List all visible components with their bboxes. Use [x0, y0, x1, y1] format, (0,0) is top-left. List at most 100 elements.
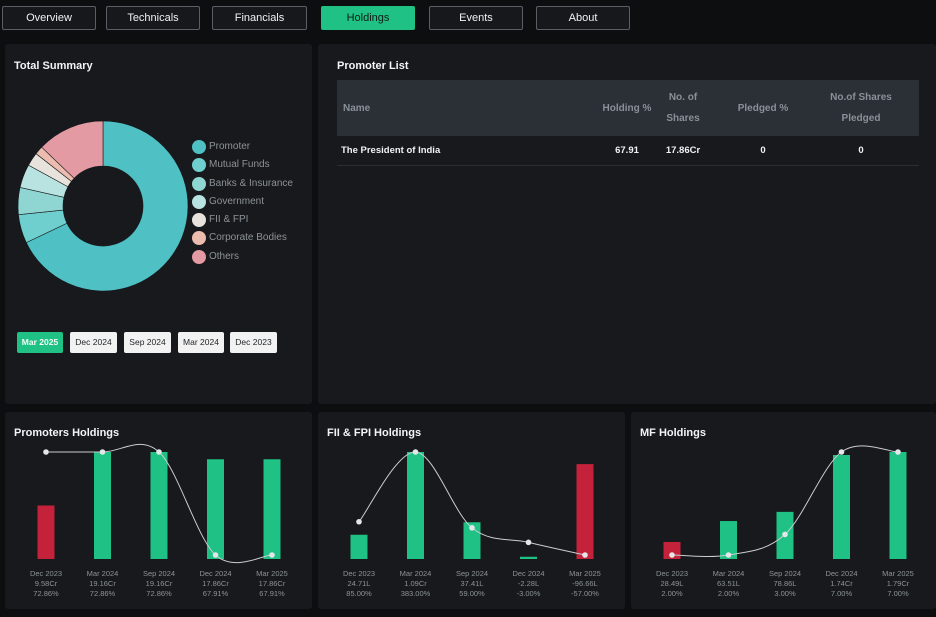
- x-tick-label: Mar 2024: [400, 569, 432, 578]
- period-button-mar-2025[interactable]: Mar 2025: [17, 332, 63, 353]
- percent-label: 2.00%: [661, 589, 683, 598]
- legend-label: Mutual Funds: [209, 159, 270, 171]
- bar-dec-2024[interactable]: [207, 459, 224, 559]
- percent-label: 3.00%: [774, 589, 796, 598]
- tab-about[interactable]: About: [536, 6, 630, 30]
- percent-label: 72.86%: [90, 589, 116, 598]
- value-label: 17.86Cr: [259, 579, 286, 588]
- percent-label: 67.91%: [203, 589, 229, 598]
- cell-name: The President of India: [341, 145, 441, 156]
- shareholding-legend: Promoter Mutual Funds Banks & Insurance …: [192, 140, 293, 268]
- x-tick-label: Sep 2024: [769, 569, 801, 578]
- x-tick-label: Mar 2024: [713, 569, 745, 578]
- trend-point-dec-2023[interactable]: [356, 518, 362, 525]
- trend-line: [45, 443, 273, 564]
- bar-sep-2024[interactable]: [150, 452, 168, 559]
- percent-label: -57.00%: [571, 589, 599, 598]
- value-label: 1.79Cr: [887, 579, 910, 588]
- period-button-sep-2024[interactable]: Sep 2024: [124, 332, 171, 353]
- tab-technicals[interactable]: Technicals: [106, 6, 200, 30]
- legend-item-government[interactable]: Government: [192, 194, 293, 213]
- trend-point-dec-2024[interactable]: [212, 552, 219, 558]
- value-label: 17.86Cr: [202, 579, 229, 588]
- legend-item-corporate-bodies[interactable]: Corporate Bodies: [192, 231, 293, 249]
- trend-point-mar-2024[interactable]: [412, 449, 419, 455]
- legend-swatch: [192, 231, 206, 246]
- tab-events[interactable]: Events: [429, 6, 523, 30]
- x-tick-label: Mar 2025: [569, 569, 601, 578]
- header-pledged-shares-line2: Pledged: [841, 113, 881, 124]
- donut-slice-others[interactable]: [41, 120, 104, 179]
- period-button-dec-2023[interactable]: Dec 2023: [230, 332, 277, 353]
- period-button-dec-2024[interactable]: Dec 2024: [70, 332, 117, 353]
- header-no-of-shares: No. of Shares: [633, 80, 733, 136]
- value-label: 1.09Cr: [404, 579, 427, 588]
- x-tick-label: Dec 2024: [199, 569, 231, 578]
- header-pledged-shares-line1: No.of Shares: [830, 92, 892, 103]
- bar-mar-2024[interactable]: [94, 452, 111, 559]
- header-no-of-shares-line2: Shares: [666, 113, 700, 124]
- bar-mar-2025[interactable]: [889, 452, 907, 559]
- bar-dec-2023[interactable]: [350, 534, 368, 559]
- value-label: -96.66L: [572, 579, 597, 588]
- legend-item-others[interactable]: Others: [192, 249, 293, 268]
- tab-holdings[interactable]: Holdings: [321, 6, 415, 30]
- bar-mar-2025[interactable]: [263, 459, 281, 559]
- value-label: 63.51L: [717, 579, 740, 588]
- promoter-table: Name Holding % No. of Shares Pledged % N…: [337, 80, 919, 166]
- legend-swatch: [192, 158, 206, 173]
- cell-holding: 67.91: [615, 145, 639, 156]
- tab-overview[interactable]: Overview: [2, 6, 96, 30]
- trend-point-mar-2025[interactable]: [895, 449, 901, 455]
- legend-label: Promoter: [209, 141, 251, 152]
- legend-item-mutual-funds[interactable]: Mutual Funds: [192, 158, 293, 176]
- percent-label: 59.00%: [459, 589, 485, 598]
- value-label: 78.86L: [774, 579, 797, 588]
- cell-pledged-shares: 0: [858, 145, 864, 156]
- bar-mar-2025[interactable]: [576, 464, 594, 559]
- trend-point-mar-2025[interactable]: [582, 552, 588, 558]
- percent-label: -3.00%: [517, 589, 541, 598]
- legend-item-banks-insurance[interactable]: Banks & Insurance: [192, 176, 293, 195]
- trend-point-mar-2024[interactable]: [99, 449, 106, 455]
- legend-item-promoter[interactable]: Promoter: [192, 140, 293, 158]
- trend-point-mar-2024[interactable]: [725, 552, 732, 558]
- percent-label: 72.86%: [146, 589, 172, 598]
- table-row[interactable]: The President of India 67.91 17.86Cr 0 0: [337, 136, 919, 166]
- value-label: 1.74Cr: [830, 579, 853, 588]
- bar-dec-2023[interactable]: [37, 505, 55, 560]
- x-tick-label: Dec 2024: [825, 569, 857, 578]
- trend-point-dec-2024[interactable]: [525, 539, 532, 546]
- bar-dec-2024[interactable]: [520, 556, 537, 559]
- trend-point-dec-2023[interactable]: [669, 552, 675, 558]
- percent-label: 383.00%: [401, 589, 431, 598]
- legend-label: Corporate Bodies: [209, 232, 287, 244]
- trend-point-sep-2024[interactable]: [782, 531, 788, 538]
- trend-point-sep-2024[interactable]: [156, 449, 162, 455]
- percent-label: 2.00%: [718, 589, 740, 598]
- trend-point-dec-2023[interactable]: [43, 449, 49, 455]
- x-tick-label: Dec 2023: [30, 569, 62, 578]
- trend-point-dec-2024[interactable]: [838, 449, 845, 455]
- value-label: 9.58Cr: [35, 579, 58, 588]
- legend-item-fii-fpi[interactable]: FII & FPI: [192, 213, 293, 231]
- legend-swatch: [192, 249, 206, 264]
- trend-point-sep-2024[interactable]: [469, 525, 475, 531]
- cell-pledged: 0: [760, 145, 766, 156]
- promoter-list-card: Promoter List Name Holding % No. of Shar…: [318, 44, 936, 404]
- shareholding-donut-chart: [17, 120, 189, 292]
- header-holding: Holding %: [602, 102, 652, 114]
- promoter-table-header: Name Holding % No. of Shares Pledged % N…: [337, 80, 919, 136]
- trend-point-mar-2025[interactable]: [269, 552, 275, 558]
- donut-slice-promoter[interactable]: [25, 120, 189, 292]
- bar-mar-2024[interactable]: [407, 452, 424, 559]
- bar-dec-2024[interactable]: [833, 454, 850, 559]
- tab-financials[interactable]: Financials: [212, 6, 307, 30]
- period-button-mar-2024[interactable]: Mar 2024: [178, 332, 224, 353]
- mf-holdings-title: MF Holdings: [640, 427, 706, 439]
- percent-label: 7.00%: [887, 589, 909, 598]
- header-no-of-shares-pledged: No.of Shares Pledged: [811, 80, 911, 136]
- bar-mar-2024[interactable]: [720, 521, 737, 559]
